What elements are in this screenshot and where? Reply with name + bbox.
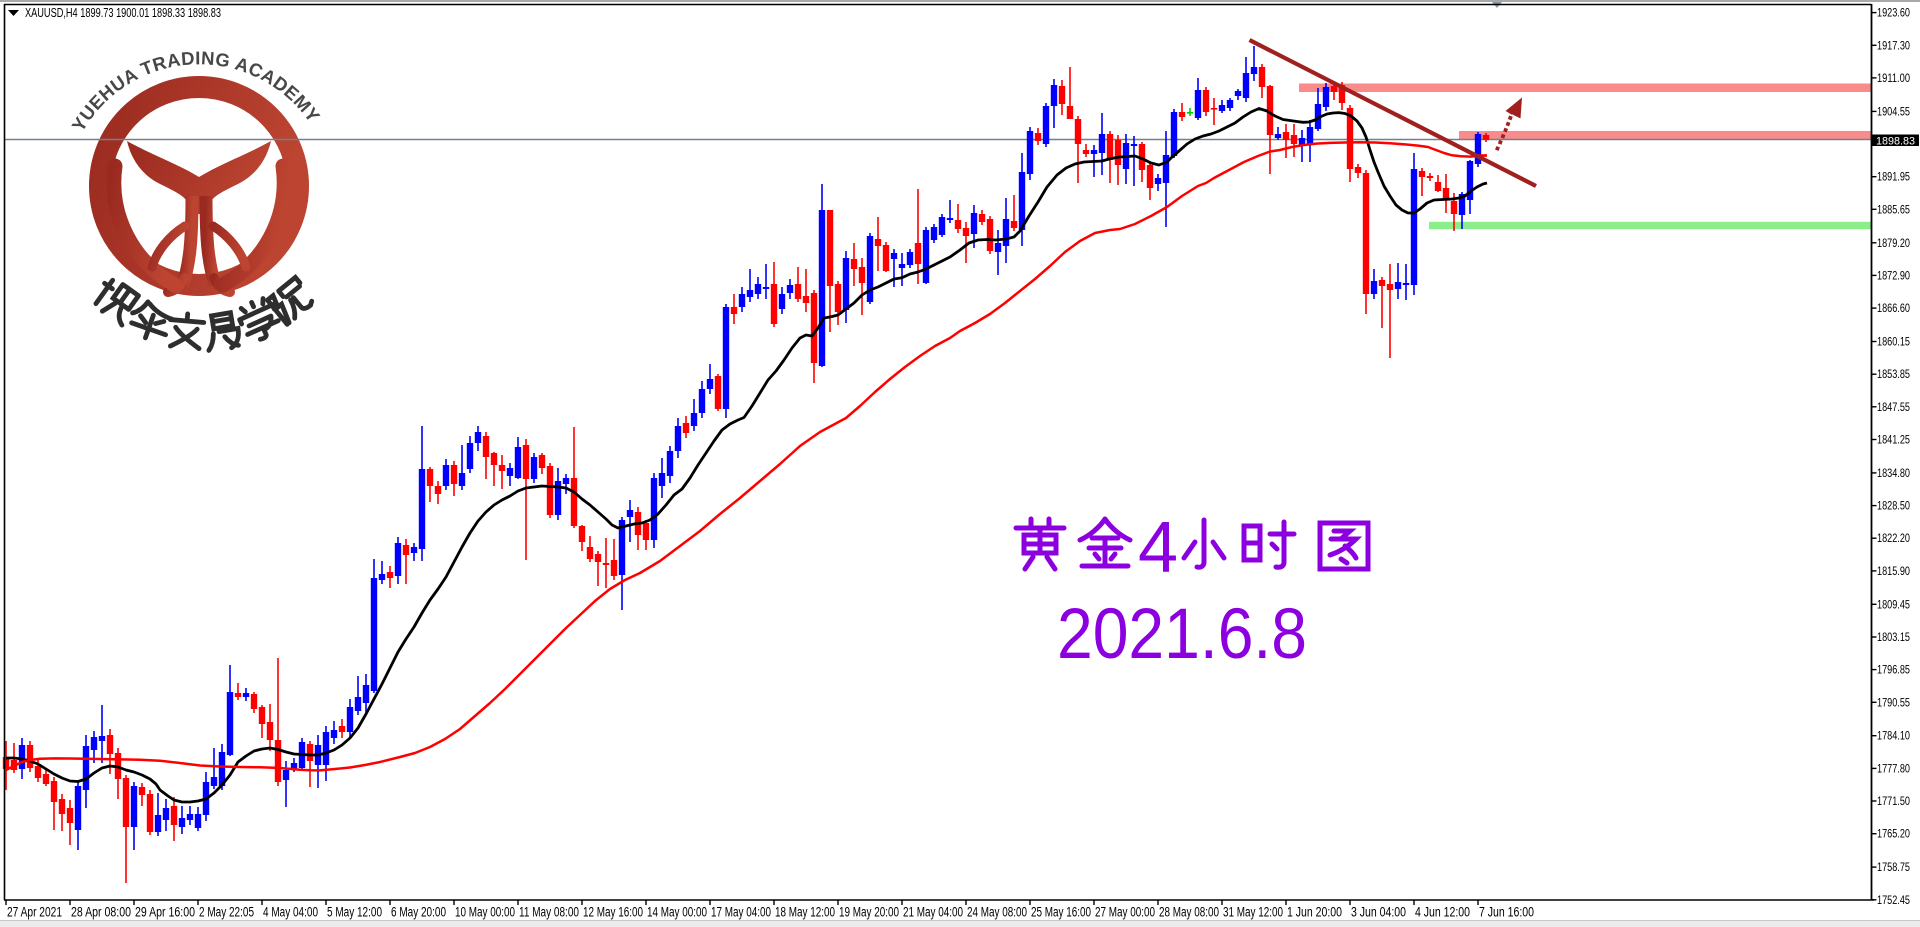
svg-text:29 Apr 16:00: 29 Apr 16:00 xyxy=(135,905,195,920)
svg-text:1879.20: 1879.20 xyxy=(1877,238,1910,250)
svg-text:28 Apr 08:00: 28 Apr 08:00 xyxy=(71,905,131,920)
svg-text:1790.55: 1790.55 xyxy=(1877,697,1910,709)
svg-text:1917.30: 1917.30 xyxy=(1877,40,1910,52)
svg-text:1847.55: 1847.55 xyxy=(1877,402,1910,414)
svg-text:21 May 04:00: 21 May 04:00 xyxy=(903,905,963,920)
svg-text:5 May 12:00: 5 May 12:00 xyxy=(327,905,382,920)
svg-text:1841.25: 1841.25 xyxy=(1877,435,1910,447)
svg-text:1860.15: 1860.15 xyxy=(1877,337,1910,349)
svg-text:1784.10: 1784.10 xyxy=(1877,731,1910,743)
svg-text:1853.85: 1853.85 xyxy=(1877,369,1910,381)
svg-text:25 May 16:00: 25 May 16:00 xyxy=(1031,905,1091,920)
svg-text:1809.45: 1809.45 xyxy=(1877,599,1910,611)
svg-text:27 May 00:00: 27 May 00:00 xyxy=(1095,905,1155,920)
svg-text:1 Jun 20:00: 1 Jun 20:00 xyxy=(1287,905,1342,920)
svg-text:1822.20: 1822.20 xyxy=(1877,533,1910,545)
svg-text:1758.75: 1758.75 xyxy=(1877,862,1910,874)
svg-text:1752.45: 1752.45 xyxy=(1877,895,1910,907)
svg-text:XAUUSD,H4 1899.73 1900.01 189: XAUUSD,H4 1899.73 1900.01 1898.33 1898.8… xyxy=(25,6,221,20)
svg-text:19 May 20:00: 19 May 20:00 xyxy=(839,905,899,920)
svg-text:1885.65: 1885.65 xyxy=(1877,204,1910,216)
svg-text:3 Jun 04:00: 3 Jun 04:00 xyxy=(1351,905,1406,920)
svg-text:1872.90: 1872.90 xyxy=(1877,270,1910,282)
svg-text:1815.90: 1815.90 xyxy=(1877,566,1910,578)
svg-text:1771.50: 1771.50 xyxy=(1877,796,1910,808)
svg-text:31 May 12:00: 31 May 12:00 xyxy=(1223,905,1283,920)
svg-text:1828.50: 1828.50 xyxy=(1877,501,1910,513)
svg-text:1777.80: 1777.80 xyxy=(1877,763,1910,775)
svg-text:1796.85: 1796.85 xyxy=(1877,665,1910,677)
svg-text:28 May 08:00: 28 May 08:00 xyxy=(1159,905,1219,920)
svg-text:18 May 12:00: 18 May 12:00 xyxy=(775,905,835,920)
svg-text:1891.95: 1891.95 xyxy=(1877,172,1910,184)
svg-text:1834.80: 1834.80 xyxy=(1877,468,1910,480)
svg-text:1765.20: 1765.20 xyxy=(1877,829,1910,841)
svg-text:4 May 04:00: 4 May 04:00 xyxy=(263,905,318,920)
svg-text:4: 4 xyxy=(1138,508,1178,588)
svg-text:1904.55: 1904.55 xyxy=(1877,106,1910,118)
svg-text:1898.83: 1898.83 xyxy=(1876,135,1915,147)
svg-text:24 May 08:00: 24 May 08:00 xyxy=(967,905,1027,920)
svg-text:12 May 16:00: 12 May 16:00 xyxy=(583,905,643,920)
svg-text:1923.60: 1923.60 xyxy=(1877,8,1910,20)
svg-text:14 May 00:00: 14 May 00:00 xyxy=(647,905,707,920)
svg-text:1866.60: 1866.60 xyxy=(1877,303,1910,315)
svg-text:4 Jun 12:00: 4 Jun 12:00 xyxy=(1415,905,1470,920)
svg-text:7 Jun 16:00: 7 Jun 16:00 xyxy=(1479,905,1534,920)
svg-text:27 Apr 2021: 27 Apr 2021 xyxy=(7,905,62,920)
svg-text:11 May 08:00: 11 May 08:00 xyxy=(519,905,579,920)
svg-text:1803.15: 1803.15 xyxy=(1877,632,1910,644)
svg-text:17 May 04:00: 17 May 04:00 xyxy=(711,905,771,920)
svg-text:1911.00: 1911.00 xyxy=(1877,73,1910,85)
svg-text:10 May 00:00: 10 May 00:00 xyxy=(455,905,515,920)
svg-text:2021.6.8: 2021.6.8 xyxy=(1057,595,1307,674)
svg-text:2 May 22:05: 2 May 22:05 xyxy=(199,905,254,920)
svg-text:6 May 20:00: 6 May 20:00 xyxy=(391,905,446,920)
